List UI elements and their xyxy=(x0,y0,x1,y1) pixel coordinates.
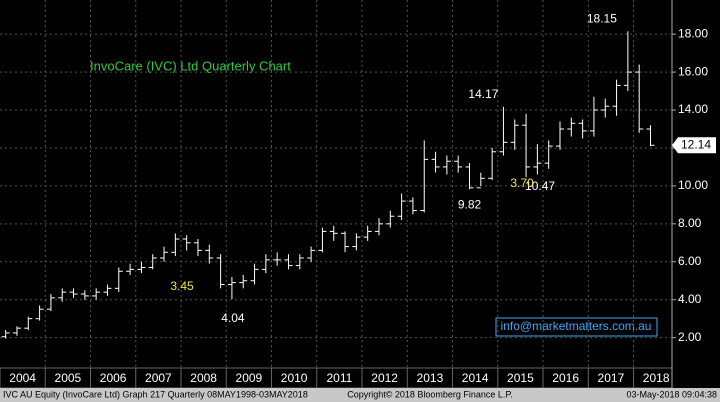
annotation: 3.45 xyxy=(170,279,194,293)
x-tick-label: 2004 xyxy=(9,371,36,385)
x-tick-label: 2018 xyxy=(643,371,670,385)
watermark: info@marketmatters.com.au xyxy=(501,319,652,333)
y-tick-label: 8.00 xyxy=(678,216,702,230)
x-tick-label: 2015 xyxy=(507,371,534,385)
point-label: 9.82 xyxy=(458,197,482,211)
watermark-box xyxy=(495,317,658,337)
footer-center: Copyright© 2018 Bloomberg Finance L.P. xyxy=(347,389,513,399)
x-tick-label: 2014 xyxy=(462,371,489,385)
last-price-box xyxy=(672,137,716,154)
x-tick-label: 2013 xyxy=(417,371,444,385)
y-tick-label: 16.00 xyxy=(678,64,708,78)
y-tick-label: 2.00 xyxy=(678,330,702,344)
y-tick-label: 6.00 xyxy=(678,254,702,268)
x-tick-label: 2016 xyxy=(552,371,579,385)
x-tick-label: 2007 xyxy=(145,371,172,385)
x-tick-label: 2006 xyxy=(100,371,127,385)
footer-band xyxy=(0,388,720,402)
annotation: 3.70 xyxy=(510,176,534,190)
x-tick-label: 2010 xyxy=(281,371,308,385)
y-tick-label: 10.00 xyxy=(678,178,708,192)
x-tick-label: 2008 xyxy=(190,371,217,385)
footer-right: 03-May-2018 09:04:38 xyxy=(626,389,717,399)
y-tick-label: 14.00 xyxy=(678,102,708,116)
footer-left: IVC AU Equity (InvoCare Ltd) Graph 217 Q… xyxy=(3,389,308,399)
point-label: 18.15 xyxy=(587,11,617,25)
y-tick-label: 18.00 xyxy=(678,26,708,40)
x-tick-label: 2017 xyxy=(598,371,625,385)
x-tick-label: 2009 xyxy=(236,371,263,385)
chart-title: InvoCare (IVC) Ltd Quarterly Chart xyxy=(90,58,291,73)
point-label: 4.04 xyxy=(221,311,245,325)
last-price-label: 12.14 xyxy=(681,137,711,151)
x-tick-label: 2012 xyxy=(371,371,398,385)
point-label: 14.17 xyxy=(468,87,498,101)
x-tick-label: 2011 xyxy=(326,371,352,385)
point-label: 10.47 xyxy=(525,179,555,193)
x-tick-label: 2005 xyxy=(55,371,82,385)
y-tick-label: 4.00 xyxy=(678,292,702,306)
